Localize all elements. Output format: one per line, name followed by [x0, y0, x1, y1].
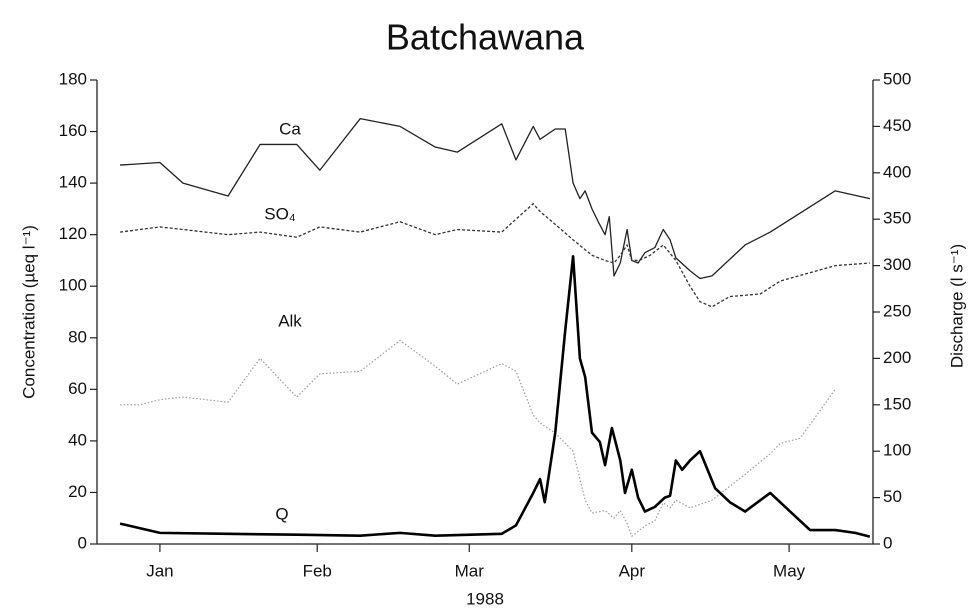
y2-tick-label: 450: [883, 116, 911, 135]
y-tick-label: 160: [59, 121, 87, 140]
y2-tick-label: 350: [883, 209, 911, 228]
y-tick-label: 180: [59, 69, 87, 88]
y2-tick-label: 100: [883, 441, 911, 460]
y-tick-label: 120: [59, 224, 87, 243]
y-axis-label: Concentration (µeq l⁻¹): [19, 225, 38, 399]
x-tick-label: May: [773, 561, 806, 580]
series-line: [119, 255, 871, 538]
y-tick-label: 80: [68, 327, 87, 346]
series-label: Q: [275, 504, 288, 523]
y-tick-label: 0: [78, 533, 87, 552]
y2-tick-label: 250: [883, 301, 911, 320]
y-tick-label: 20: [68, 482, 87, 501]
series-line: [120, 118, 870, 280]
y2-tick-label: 150: [883, 394, 911, 413]
y2-tick-label: 400: [883, 162, 911, 181]
y2-tick-label: 200: [883, 348, 911, 367]
series-label: SO₄: [264, 204, 296, 223]
y-tick-label: 60: [68, 379, 87, 398]
x-tick-label: Apr: [619, 561, 646, 580]
x-tick-label: Mar: [455, 561, 485, 580]
x-tick-label: Jan: [146, 561, 173, 580]
series-label: Alk: [278, 311, 302, 330]
y-tick-label: 40: [68, 430, 87, 449]
x-tick-label: Feb: [303, 561, 332, 580]
y2-tick-label: 500: [883, 69, 911, 88]
y-tick-label: 140: [59, 173, 87, 192]
x-axis-label: 1988: [466, 589, 504, 608]
y2-tick-label: 0: [883, 533, 892, 552]
y2-tick-label: 300: [883, 255, 911, 274]
series-line: [120, 339, 836, 537]
chart-title: Batchawana: [386, 17, 585, 58]
series-line: [119, 203, 870, 308]
y2-tick-label: 50: [883, 487, 902, 506]
y2-axis-label: Discharge (l s⁻¹): [947, 244, 966, 368]
series-label: Ca: [279, 119, 301, 138]
axis-frame: [96, 80, 874, 545]
y-tick-label: 100: [59, 276, 87, 295]
